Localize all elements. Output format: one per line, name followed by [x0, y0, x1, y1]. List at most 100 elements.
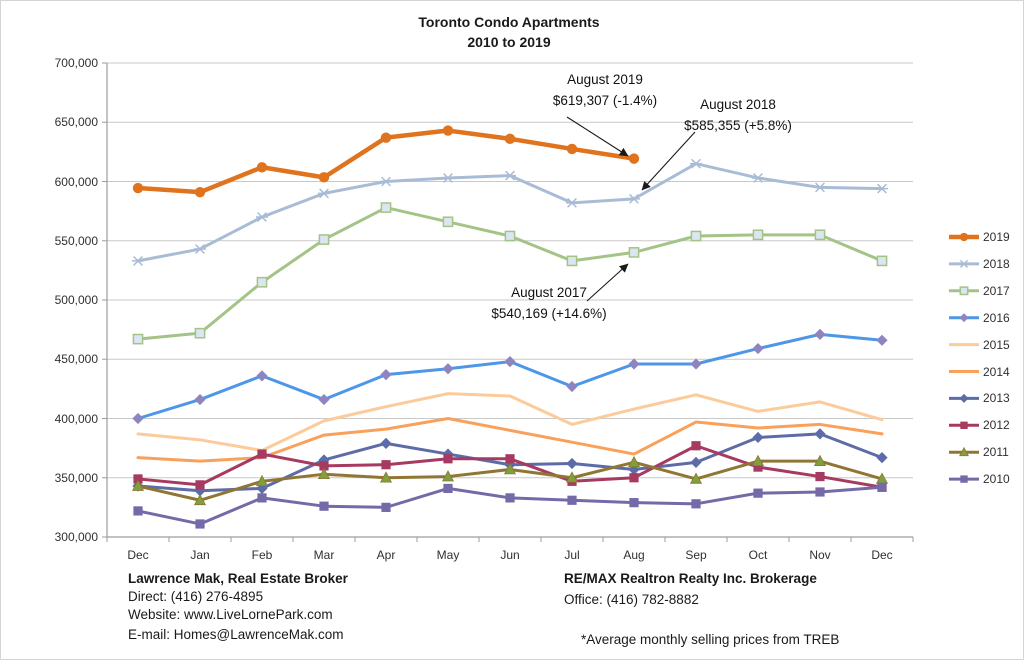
data-point-marker — [690, 358, 702, 370]
data-point-marker — [132, 412, 144, 425]
data-point-marker — [380, 437, 392, 449]
series-2017 — [132, 202, 888, 345]
chart-title-line1: Toronto Condo Apartments — [418, 14, 600, 30]
data-point-marker — [133, 474, 143, 484]
data-point-marker — [628, 153, 640, 164]
data-point-marker — [876, 452, 888, 464]
data-point-marker — [380, 369, 392, 381]
data-point-marker — [443, 483, 453, 494]
data-point-marker — [753, 462, 763, 472]
data-point-marker — [566, 380, 578, 393]
chart-title-line2: 2010 to 2019 — [467, 34, 551, 50]
data-point-marker — [505, 493, 515, 503]
data-point-marker — [256, 370, 268, 382]
x-tick-label-nov-11: Nov — [809, 548, 831, 562]
data-point-marker — [133, 506, 143, 516]
series-line-2016 — [136, 332, 884, 420]
data-point-marker — [195, 519, 205, 529]
legend-swatch-2018 — [949, 259, 979, 268]
data-point-marker — [257, 493, 267, 503]
data-point-marker — [566, 143, 578, 155]
annotation-value-label: $619,307 (-1.4%) — [552, 93, 658, 108]
annotation-arrow — [566, 116, 629, 157]
broker-direct-phone: Direct: (416) 276-4895 — [128, 589, 264, 604]
legend-swatch-2010 — [949, 475, 979, 483]
series-line-2010 — [136, 485, 884, 526]
legend-label-2010: 2010 — [983, 472, 1010, 487]
legend-label-2012: 2012 — [983, 418, 1010, 433]
data-point-marker — [566, 457, 578, 470]
data-point-marker — [629, 473, 639, 483]
y-tick-label: 550,000 — [54, 233, 98, 248]
annotation-arrow — [641, 131, 696, 191]
data-point-marker — [505, 454, 515, 464]
x-tick-label-jul-7: Jul — [564, 548, 580, 562]
data-point-marker — [815, 487, 825, 497]
data-point-marker — [877, 482, 887, 492]
y-tick-label: 400,000 — [54, 411, 98, 426]
data-point-marker — [752, 342, 764, 355]
annotation-value-label: $585,355 (+5.8%) — [684, 118, 792, 133]
x-tick-label-aug-8: Aug — [623, 548, 645, 562]
data-point-marker — [690, 158, 702, 169]
data-point-marker — [752, 431, 764, 444]
data-point-marker — [318, 172, 330, 183]
data-point-marker — [193, 493, 207, 506]
data-point-marker — [318, 188, 330, 199]
data-point-marker — [565, 471, 579, 483]
data-point-marker — [381, 460, 391, 470]
annotation-2017-aug: August 2017 $540,169 (+14.6%) — [434, 282, 664, 324]
annotation-arrow — [586, 263, 629, 302]
data-point-marker — [132, 182, 144, 194]
data-point-marker — [441, 470, 455, 482]
series-2018 — [132, 158, 888, 266]
data-point-marker — [876, 183, 888, 194]
annotation-month-label: August 2017 — [511, 285, 587, 300]
legend-swatch-2017 — [949, 286, 979, 296]
data-point-marker — [876, 255, 888, 267]
data-point-marker — [814, 182, 826, 193]
x-tick-label-oct-10: Oct — [748, 548, 768, 562]
legend-label-2018: 2018 — [983, 256, 1010, 271]
annotation-month-label: August 2019 — [567, 72, 643, 87]
data-point-marker — [442, 216, 454, 228]
data-point-marker — [442, 173, 454, 183]
series-line-2018 — [136, 162, 884, 263]
x-tick-label-mar-3: Mar — [313, 548, 335, 562]
data-point-marker — [959, 393, 969, 403]
legend-label-2011: 2011 — [983, 445, 1009, 460]
data-point-marker — [691, 499, 701, 509]
data-point-marker — [960, 475, 968, 483]
data-point-marker — [751, 454, 765, 466]
x-tick-label-jun-6: Jun — [500, 548, 520, 562]
data-point-marker — [628, 358, 640, 370]
legend-swatch-2012 — [949, 421, 979, 429]
x-tick-label-jan-1: Jan — [190, 548, 210, 562]
data-point-marker — [380, 202, 392, 213]
x-tick-label-may-5: May — [436, 548, 460, 562]
legend-swatch-2013 — [949, 393, 979, 403]
broker-contact-block: Lawrence Mak, Real Estate Broker Direct:… — [128, 570, 348, 643]
annotation-2019-aug: August 2019 $619,307 (-1.4%) — [490, 69, 720, 111]
data-point-marker — [256, 162, 268, 173]
data-point-marker — [627, 455, 641, 468]
data-point-marker — [813, 454, 827, 466]
data-point-marker — [876, 334, 888, 346]
y-tick-label: 300,000 — [54, 530, 98, 544]
data-point-marker — [318, 234, 330, 245]
data-point-marker — [255, 474, 269, 487]
data-point-marker — [752, 173, 764, 183]
data-point-marker — [381, 502, 391, 512]
data-point-marker — [442, 125, 454, 136]
legend-swatch-2011 — [949, 446, 979, 457]
series-2016 — [132, 328, 888, 425]
data-point-marker — [194, 485, 206, 497]
series-2019 — [132, 125, 640, 198]
brokerage-contact-block: RE/MAX Realtron Realty Inc. Brokerage Of… — [564, 570, 817, 608]
data-point-marker — [959, 446, 969, 457]
data-point-marker — [503, 463, 517, 475]
data-point-marker — [960, 421, 968, 429]
brokerage-name: RE/MAX Realtron Realty Inc. Brokerage — [564, 571, 817, 586]
data-point-marker — [504, 133, 516, 145]
